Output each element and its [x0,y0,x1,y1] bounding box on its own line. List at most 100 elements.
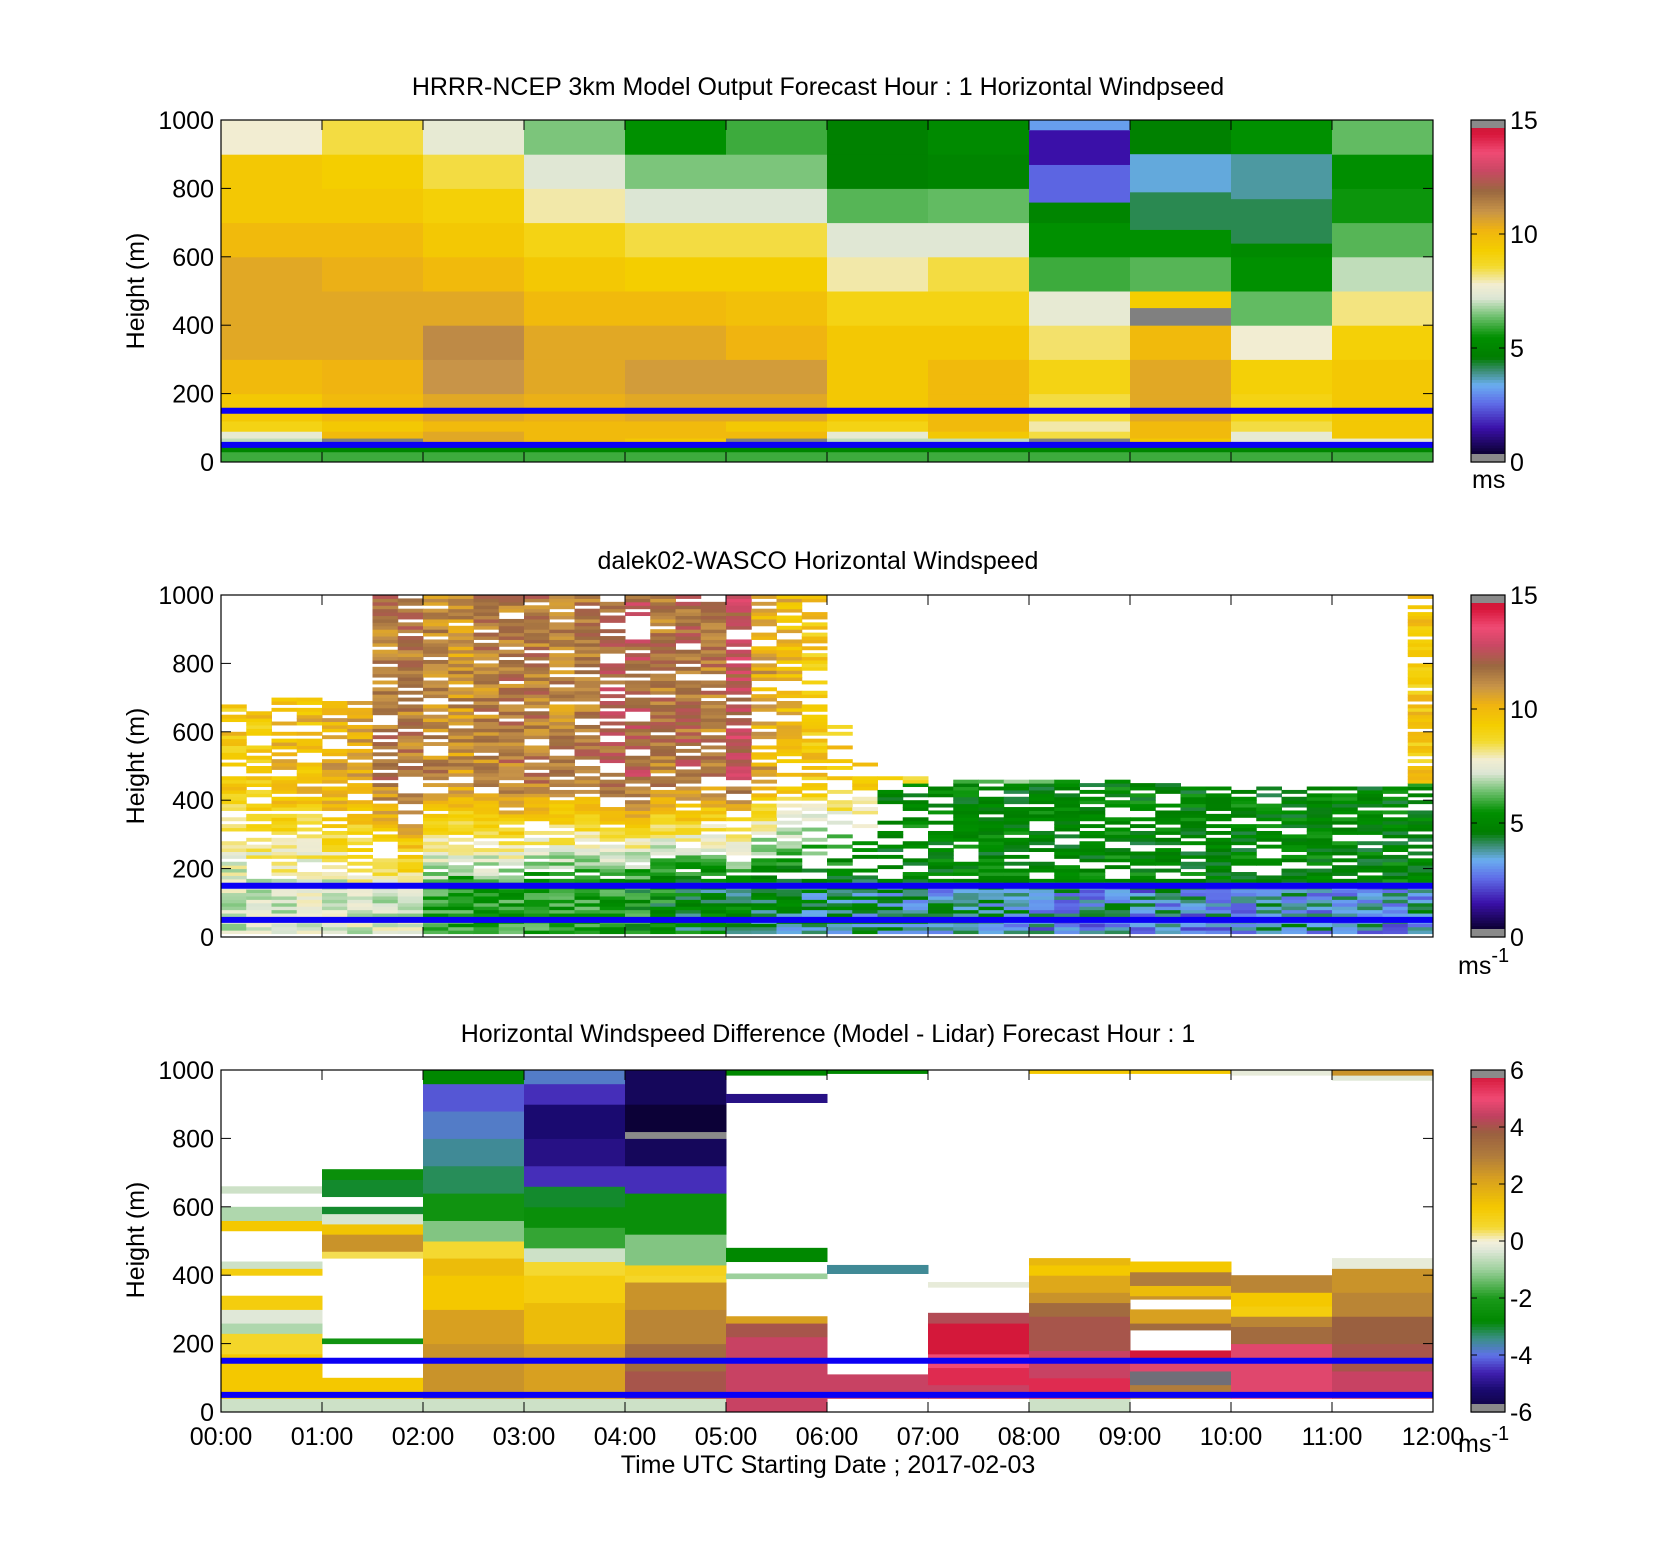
heatmap-cell [877,793,904,798]
heatmap-cell [675,786,702,791]
heatmap-cell [549,803,575,808]
heatmap-cell [751,858,777,863]
heatmap-cell [625,690,651,695]
heatmap-cell [372,707,399,712]
heatmap-cell [1029,861,1055,866]
heatmap-cell [271,786,298,791]
heatmap-cell [423,1398,525,1413]
heatmap-cell [1256,892,1282,897]
heatmap-cell [1357,902,1383,907]
heatmap-cell [1155,813,1181,818]
heatmap-cell [700,906,727,911]
heatmap-cell [423,1343,525,1399]
heatmap-cell [650,697,676,702]
heatmap-cell [1180,810,1207,815]
heatmap-cell [801,895,828,900]
heatmap-cell [700,728,727,733]
heatmap-cell [372,618,399,623]
colorbar-segment [1471,1178,1505,1182]
heatmap-cell [625,659,651,664]
heatmap-cell [852,776,878,781]
heatmap-cell [902,906,929,911]
heatmap-cell [423,776,449,781]
heatmap-cell [726,707,752,712]
heatmap-cell [549,755,575,760]
heatmap-cell [448,865,474,870]
heatmap-cell [1205,875,1232,880]
heatmap-cell [574,902,601,907]
colorbar-cap-top [1471,595,1505,603]
heatmap-cell [650,766,676,770]
heatmap-cell [347,718,373,723]
heatmap-cell [978,827,1005,832]
heatmap-cell [423,1220,525,1242]
heatmap-cell [801,759,828,764]
heatmap-cell [1029,913,1055,917]
heatmap-cell [1256,834,1282,839]
heatmap-cell [700,813,727,818]
heatmap-cell [1130,359,1232,395]
heatmap-cell [1332,930,1358,935]
heatmap-cell [524,598,550,603]
heatmap-cell [448,615,474,620]
heatmap-cell [852,783,878,788]
colorbar-segment [1471,325,1505,329]
heatmap-cell [675,666,702,671]
heatmap-cell [852,895,878,900]
heatmap-cell [473,697,500,702]
heatmap-cell [423,865,449,870]
heatmap-cell [1306,861,1333,866]
heatmap-cell [599,759,626,764]
heatmap-cell [1231,810,1257,815]
heatmap-cell [549,865,575,870]
heatmap-cell [397,902,424,907]
colorbar-segment [1471,194,1505,198]
heatmap-cell [574,865,601,870]
heatmap-cell [599,807,626,811]
heatmap-cell [1003,889,1030,894]
heatmap-cell [221,359,323,395]
heatmap-cell [1281,858,1308,863]
heatmap-cell [397,892,424,897]
heatmap-cell [423,704,449,709]
heatmap-cell [448,697,474,702]
heatmap-cell [625,817,651,822]
heatmap-cell [801,731,828,736]
colorbar-segment [1471,609,1505,613]
colorbar-tick-label: 15 [1510,107,1538,135]
heatmap-cell [675,902,702,907]
heatmap-cell [372,612,399,617]
heatmap-cell [776,861,803,866]
heatmap-cell [221,861,247,866]
heatmap-cell [1407,834,1434,839]
colorbar-segment [1471,422,1505,426]
heatmap-cell [726,776,752,781]
heatmap-cell [397,704,424,709]
heatmap-cell [625,656,651,661]
heatmap-cell [1332,451,1434,463]
heatmap-cell [675,913,702,917]
heatmap-cell [322,154,424,189]
colorbar-segment [1471,1138,1505,1142]
heatmap-cell [877,913,904,917]
heatmap-cell [625,731,651,736]
heatmap-cell [928,420,1030,432]
heatmap-cell [1003,872,1030,876]
heatmap-cell [524,595,550,599]
heatmap-cell [1104,865,1131,870]
heatmap-cell [801,714,828,719]
heatmap-cell [827,834,853,839]
heatmap-cell [1054,848,1080,852]
heatmap-cell [776,889,803,894]
heatmap-cell [1205,848,1232,852]
colorbar-segment [1471,208,1505,212]
heatmap-cell [625,745,651,750]
heatmap-cell [801,728,828,733]
heatmap-cell [347,906,373,911]
heatmap-cell [827,868,853,873]
heatmap-cell [776,830,803,835]
heatmap-cell [801,615,828,620]
heatmap-cell [700,718,727,723]
colorbar-segment [1471,911,1505,915]
